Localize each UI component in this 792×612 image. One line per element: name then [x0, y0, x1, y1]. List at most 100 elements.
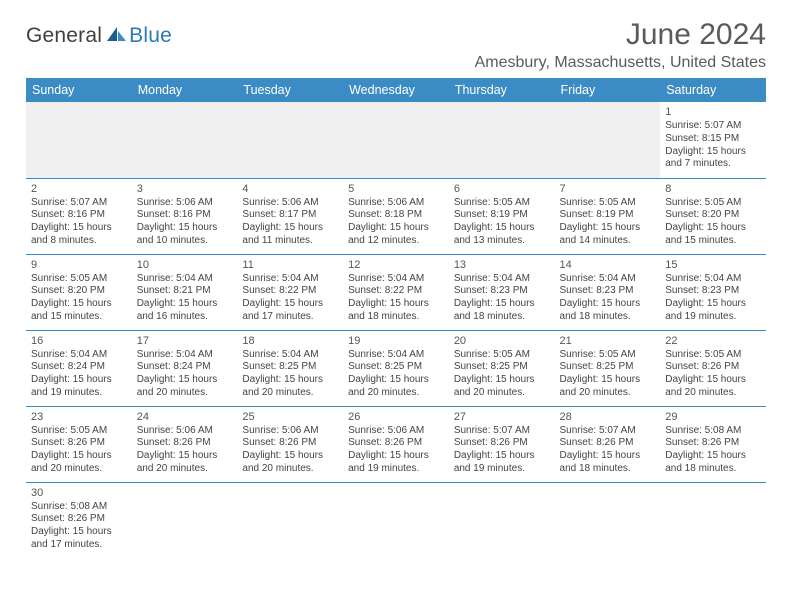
day-detail: Sunset: 8:23 PM: [560, 285, 656, 298]
day-detail: Sunrise: 5:04 AM: [454, 273, 550, 286]
day-number: 11: [242, 258, 338, 272]
calendar-cell: [449, 482, 555, 558]
day-detail: and 18 minutes.: [348, 311, 444, 324]
day-number: 22: [665, 334, 761, 348]
calendar-cell: [555, 102, 661, 178]
col-header: Wednesday: [343, 78, 449, 102]
day-detail: Sunrise: 5:06 AM: [242, 197, 338, 210]
day-number: 4: [242, 182, 338, 196]
day-detail: Sunset: 8:18 PM: [348, 209, 444, 222]
calendar-cell: [132, 482, 238, 558]
day-detail: Daylight: 15 hours: [242, 450, 338, 463]
day-detail: Daylight: 15 hours: [31, 526, 127, 539]
calendar-table: Sunday Monday Tuesday Wednesday Thursday…: [26, 78, 766, 558]
day-detail: Sunset: 8:26 PM: [665, 437, 761, 450]
header-row: Sunday Monday Tuesday Wednesday Thursday…: [26, 78, 766, 102]
day-detail: Daylight: 15 hours: [560, 374, 656, 387]
calendar-cell: [26, 102, 132, 178]
day-number: 29: [665, 410, 761, 424]
day-detail: Sunrise: 5:04 AM: [242, 349, 338, 362]
day-detail: Sunset: 8:19 PM: [560, 209, 656, 222]
calendar-cell: 6Sunrise: 5:05 AMSunset: 8:19 PMDaylight…: [449, 178, 555, 254]
day-detail: Sunset: 8:22 PM: [242, 285, 338, 298]
day-detail: Sunrise: 5:07 AM: [31, 197, 127, 210]
col-header: Sunday: [26, 78, 132, 102]
calendar-cell: [343, 482, 449, 558]
day-detail: Sunset: 8:23 PM: [665, 285, 761, 298]
day-detail: Sunset: 8:25 PM: [454, 361, 550, 374]
day-detail: Daylight: 15 hours: [31, 374, 127, 387]
day-detail: Daylight: 15 hours: [31, 450, 127, 463]
day-detail: Sunrise: 5:06 AM: [242, 425, 338, 438]
day-detail: Sunrise: 5:08 AM: [31, 501, 127, 514]
col-header: Monday: [132, 78, 238, 102]
day-detail: Daylight: 15 hours: [560, 222, 656, 235]
day-number: 7: [560, 182, 656, 196]
calendar-cell: [555, 482, 661, 558]
calendar-row: 30Sunrise: 5:08 AMSunset: 8:26 PMDayligh…: [26, 482, 766, 558]
col-header: Saturday: [660, 78, 766, 102]
day-detail: Sunset: 8:17 PM: [242, 209, 338, 222]
day-detail: Daylight: 15 hours: [454, 374, 550, 387]
calendar-cell: [343, 102, 449, 178]
calendar-cell: 14Sunrise: 5:04 AMSunset: 8:23 PMDayligh…: [555, 254, 661, 330]
calendar-cell: 7Sunrise: 5:05 AMSunset: 8:19 PMDaylight…: [555, 178, 661, 254]
day-detail: and 14 minutes.: [560, 235, 656, 248]
day-detail: and 19 minutes.: [665, 311, 761, 324]
day-number: 16: [31, 334, 127, 348]
day-detail: Sunrise: 5:04 AM: [242, 273, 338, 286]
day-detail: Sunset: 8:26 PM: [242, 437, 338, 450]
day-number: 9: [31, 258, 127, 272]
calendar-cell: 16Sunrise: 5:04 AMSunset: 8:24 PMDayligh…: [26, 330, 132, 406]
calendar-cell: 10Sunrise: 5:04 AMSunset: 8:21 PMDayligh…: [132, 254, 238, 330]
calendar-cell: 28Sunrise: 5:07 AMSunset: 8:26 PMDayligh…: [555, 406, 661, 482]
calendar-cell: 29Sunrise: 5:08 AMSunset: 8:26 PMDayligh…: [660, 406, 766, 482]
day-detail: Sunset: 8:24 PM: [137, 361, 233, 374]
calendar-row: 23Sunrise: 5:05 AMSunset: 8:26 PMDayligh…: [26, 406, 766, 482]
day-detail: Sunset: 8:26 PM: [31, 437, 127, 450]
calendar-cell: [237, 102, 343, 178]
day-detail: Sunset: 8:23 PM: [454, 285, 550, 298]
month-title: June 2024: [475, 18, 766, 52]
day-detail: Daylight: 15 hours: [348, 450, 444, 463]
day-detail: Sunrise: 5:06 AM: [137, 425, 233, 438]
day-detail: Sunrise: 5:05 AM: [31, 425, 127, 438]
calendar-cell: 19Sunrise: 5:04 AMSunset: 8:25 PMDayligh…: [343, 330, 449, 406]
day-detail: Daylight: 15 hours: [242, 222, 338, 235]
day-number: 8: [665, 182, 761, 196]
day-detail: Sunrise: 5:07 AM: [454, 425, 550, 438]
day-detail: and 16 minutes.: [137, 311, 233, 324]
day-number: 10: [137, 258, 233, 272]
day-detail: Sunrise: 5:04 AM: [31, 349, 127, 362]
calendar-cell: 13Sunrise: 5:04 AMSunset: 8:23 PMDayligh…: [449, 254, 555, 330]
calendar-cell: 1Sunrise: 5:07 AMSunset: 8:15 PMDaylight…: [660, 102, 766, 178]
calendar-cell: 3Sunrise: 5:06 AMSunset: 8:16 PMDaylight…: [132, 178, 238, 254]
calendar-cell: [449, 102, 555, 178]
day-detail: Sunset: 8:26 PM: [137, 437, 233, 450]
day-number: 1: [665, 105, 761, 119]
day-detail: Sunrise: 5:04 AM: [348, 273, 444, 286]
calendar-row: 2Sunrise: 5:07 AMSunset: 8:16 PMDaylight…: [26, 178, 766, 254]
day-detail: and 20 minutes.: [31, 463, 127, 476]
day-detail: Sunset: 8:15 PM: [665, 133, 761, 146]
day-detail: and 20 minutes.: [242, 387, 338, 400]
day-detail: Sunrise: 5:05 AM: [454, 349, 550, 362]
day-detail: Sunset: 8:24 PM: [31, 361, 127, 374]
calendar-cell: 23Sunrise: 5:05 AMSunset: 8:26 PMDayligh…: [26, 406, 132, 482]
day-detail: and 20 minutes.: [348, 387, 444, 400]
day-detail: and 18 minutes.: [454, 311, 550, 324]
day-number: 6: [454, 182, 550, 196]
day-detail: and 8 minutes.: [31, 235, 127, 248]
day-detail: Daylight: 15 hours: [454, 298, 550, 311]
calendar-cell: 12Sunrise: 5:04 AMSunset: 8:22 PMDayligh…: [343, 254, 449, 330]
day-detail: and 20 minutes.: [665, 387, 761, 400]
day-detail: Sunrise: 5:05 AM: [560, 197, 656, 210]
day-detail: Sunset: 8:22 PM: [348, 285, 444, 298]
calendar-cell: 30Sunrise: 5:08 AMSunset: 8:26 PMDayligh…: [26, 482, 132, 558]
logo-text-blue: Blue: [129, 24, 172, 48]
day-detail: and 18 minutes.: [560, 463, 656, 476]
day-number: 13: [454, 258, 550, 272]
day-detail: Sunrise: 5:05 AM: [665, 349, 761, 362]
calendar-cell: 2Sunrise: 5:07 AMSunset: 8:16 PMDaylight…: [26, 178, 132, 254]
day-detail: and 15 minutes.: [31, 311, 127, 324]
